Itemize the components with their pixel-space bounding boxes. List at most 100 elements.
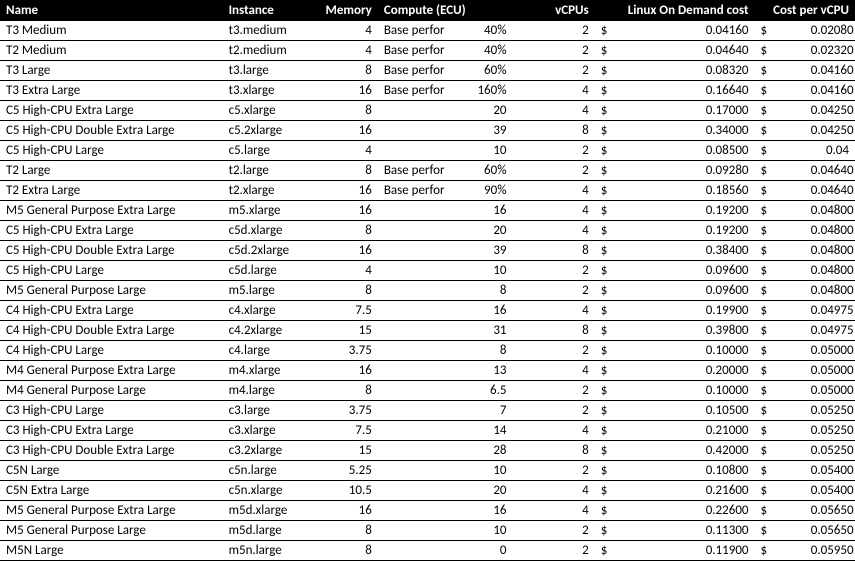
cell-cpv-currency: $ bbox=[755, 221, 805, 241]
cell-name: T3 Medium bbox=[0, 21, 223, 41]
cell-instance: m4.xlarge bbox=[223, 361, 312, 381]
cell-compute-label bbox=[378, 521, 445, 541]
cell-instance: c4.xlarge bbox=[223, 301, 312, 321]
cell-memory: 8 bbox=[312, 281, 378, 301]
cell-cost: 0.11300 bbox=[675, 521, 755, 541]
cell-cost-currency: $ bbox=[595, 381, 675, 401]
cell-cost-currency: $ bbox=[595, 261, 675, 281]
cell-cost-currency: $ bbox=[595, 541, 675, 561]
table-row: M5 General Purpose Largem5.large882$0.09… bbox=[0, 281, 855, 301]
cell-memory: 8 bbox=[312, 521, 378, 541]
cell-instance: m4.large bbox=[223, 381, 312, 401]
cell-instance: c3.large bbox=[223, 401, 312, 421]
cell-memory: 5.25 bbox=[312, 461, 378, 481]
header-instance: Instance bbox=[223, 0, 312, 21]
cell-memory: 16 bbox=[312, 501, 378, 521]
cell-compute-label bbox=[378, 381, 445, 401]
cell-ecu: 20 bbox=[445, 101, 512, 121]
cell-name: T2 Large bbox=[0, 161, 223, 181]
cell-name: C4 High-CPU Double Extra Large bbox=[0, 321, 223, 341]
cell-ecu: 8 bbox=[445, 341, 512, 361]
cell-compute-label bbox=[378, 321, 445, 341]
cell-cpv: 0.05250 bbox=[805, 421, 855, 441]
cell-cost: 0.42000 bbox=[675, 441, 755, 461]
table-row: C3 High-CPU Largec3.large3.7572$0.10500$… bbox=[0, 401, 855, 421]
cell-cost: 0.39800 bbox=[675, 321, 755, 341]
header-compute: Compute (ECU) bbox=[378, 0, 513, 21]
cell-ecu: 31 bbox=[445, 321, 512, 341]
cell-cost-currency: $ bbox=[595, 521, 675, 541]
cell-cost-currency: $ bbox=[595, 321, 675, 341]
cell-vcpus: 2 bbox=[513, 281, 595, 301]
table-row: C5 High-CPU Extra Largec5d.xlarge8204$0.… bbox=[0, 221, 855, 241]
cell-vcpus: 2 bbox=[513, 61, 595, 81]
cell-cpv-currency: $ bbox=[755, 461, 805, 481]
cell-cost-currency: $ bbox=[595, 481, 675, 501]
cell-cost-currency: $ bbox=[595, 361, 675, 381]
cell-cpv: 0.05650 bbox=[805, 521, 855, 541]
cell-cost: 0.22600 bbox=[675, 501, 755, 521]
cell-cost-currency: $ bbox=[595, 281, 675, 301]
cell-cpv-currency: $ bbox=[755, 201, 805, 221]
cell-cpv-currency: $ bbox=[755, 541, 805, 561]
cell-compute-label bbox=[378, 341, 445, 361]
cell-compute-label bbox=[378, 201, 445, 221]
cell-cpv-currency: $ bbox=[755, 81, 805, 101]
table-row: C5 High-CPU Largec5d.large4102$0.09600$0… bbox=[0, 261, 855, 281]
cell-cpv-currency: $ bbox=[755, 141, 805, 161]
cell-name: M4 General Purpose Large bbox=[0, 381, 223, 401]
cell-vcpus: 8 bbox=[513, 441, 595, 461]
cell-instance: c5.large bbox=[223, 141, 312, 161]
cell-compute-label bbox=[378, 441, 445, 461]
cell-instance: c3.xlarge bbox=[223, 421, 312, 441]
cell-cost: 0.08500 bbox=[675, 141, 755, 161]
cell-compute-label: Base performance: bbox=[378, 81, 445, 101]
cell-instance: t3.medium bbox=[223, 21, 312, 41]
cell-cost-currency: $ bbox=[595, 201, 675, 221]
cell-cpv: 0.05000 bbox=[805, 341, 855, 361]
cell-instance: c5n.large bbox=[223, 461, 312, 481]
cell-cost-currency: $ bbox=[595, 341, 675, 361]
cell-vcpus: 2 bbox=[513, 401, 595, 421]
cell-cost: 0.10000 bbox=[675, 381, 755, 401]
cell-cost: 0.19200 bbox=[675, 221, 755, 241]
cell-name: C5N Large bbox=[0, 461, 223, 481]
header-cost-per-vcpu: Cost per vCPU bbox=[755, 0, 855, 21]
cell-memory: 10.5 bbox=[312, 481, 378, 501]
cell-vcpus: 2 bbox=[513, 461, 595, 481]
cell-cpv-currency: $ bbox=[755, 381, 805, 401]
cell-vcpus: 2 bbox=[513, 521, 595, 541]
cell-cost: 0.04160 bbox=[675, 21, 755, 41]
cell-cost: 0.16640 bbox=[675, 81, 755, 101]
cell-cpv-currency: $ bbox=[755, 101, 805, 121]
cell-instance: m5d.xlarge bbox=[223, 501, 312, 521]
cell-vcpus: 2 bbox=[513, 341, 595, 361]
cell-cost-currency: $ bbox=[595, 301, 675, 321]
cell-ecu: 7 bbox=[445, 401, 512, 421]
cell-instance: c5.2xlarge bbox=[223, 121, 312, 141]
cell-cost: 0.09600 bbox=[675, 281, 755, 301]
cell-cpv: 0.05650 bbox=[805, 501, 855, 521]
table-row: T2 Mediumt2.medium4Base performance:40%2… bbox=[0, 41, 855, 61]
cell-memory: 3.75 bbox=[312, 401, 378, 421]
cell-cost-currency: $ bbox=[595, 61, 675, 81]
table-row: T3 Extra Larget3.xlarge16Base performanc… bbox=[0, 81, 855, 101]
cell-name: C3 High-CPU Double Extra Large bbox=[0, 441, 223, 461]
cell-compute-label: Base performance: bbox=[378, 21, 445, 41]
cell-instance: c4.large bbox=[223, 341, 312, 361]
cell-cpv: 0.04800 bbox=[805, 261, 855, 281]
table-row: M5 General Purpose Largem5d.large8102$0.… bbox=[0, 521, 855, 541]
cell-cpv-currency: $ bbox=[755, 261, 805, 281]
cell-vcpus: 2 bbox=[513, 541, 595, 561]
cell-cost: 0.09280 bbox=[675, 161, 755, 181]
cell-ecu: 40% bbox=[445, 21, 512, 41]
cell-instance: m5.xlarge bbox=[223, 201, 312, 221]
cell-ecu: 6.5 bbox=[445, 381, 512, 401]
cell-cpv: 0.04975 bbox=[805, 321, 855, 341]
cell-cpv: 0.05250 bbox=[805, 401, 855, 421]
table-row: C3 High-CPU Double Extra Largec3.2xlarge… bbox=[0, 441, 855, 461]
cell-cpv-currency: $ bbox=[755, 121, 805, 141]
cell-cost-currency: $ bbox=[595, 501, 675, 521]
cell-name: T2 Medium bbox=[0, 41, 223, 61]
table-body: T3 Mediumt3.medium4Base performance:40%2… bbox=[0, 21, 855, 561]
